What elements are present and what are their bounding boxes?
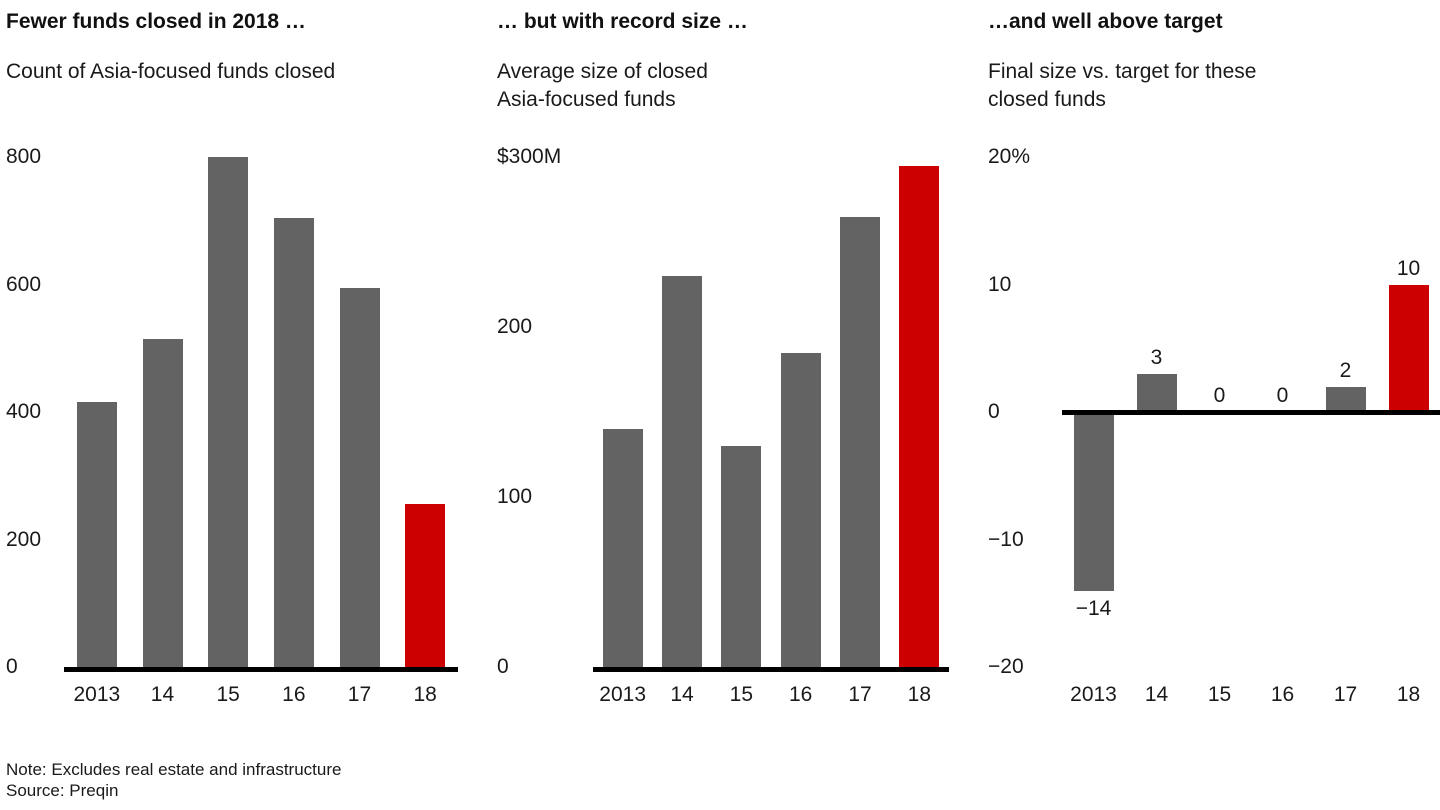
y-tick-label: 600	[6, 272, 42, 296]
y-tick-label: 800	[6, 145, 42, 168]
bar-17	[1325, 386, 1366, 412]
y-tick-label: 100	[497, 485, 533, 508]
x-tick-label: 16	[282, 683, 306, 706]
bar-value-label: 0	[1213, 384, 1226, 407]
x-tick-label: 18	[907, 683, 931, 706]
y-tick-label: 200	[497, 315, 533, 338]
bar-value-label: 10	[1396, 256, 1421, 280]
y-tick-label: 0	[6, 655, 18, 678]
bar-2013	[76, 402, 117, 667]
bar-value-label: −14	[1075, 596, 1112, 620]
y-tick-label: 20%	[988, 145, 1031, 168]
x-tick-label: 16	[1270, 683, 1295, 706]
x-tick-label: 15	[1207, 683, 1232, 706]
bar-16	[780, 352, 821, 667]
zero-axis-line	[1062, 410, 1440, 415]
x-tick-label: 14	[1144, 683, 1169, 706]
x-tick-label: 15	[729, 683, 753, 706]
bar-2013	[602, 429, 643, 667]
bar-18	[899, 165, 940, 667]
footnote: Note: Excludes real estate and infrastru…	[6, 759, 1440, 801]
bar-15	[721, 446, 762, 667]
note-text: Note: Excludes real estate and infrastru…	[6, 760, 342, 779]
x-tick-label: 14	[150, 683, 175, 706]
x-axis-line	[64, 667, 458, 672]
y-tick-label: 200	[6, 527, 42, 551]
y-tick-label: 400	[6, 400, 42, 423]
chart-plot-area: 0 200 400 600 800 2013 14 15 16 17 18	[6, 122, 458, 717]
bar-16	[273, 217, 314, 667]
x-tick-label: 18	[1396, 683, 1421, 706]
bar-18	[405, 504, 446, 667]
bar-17	[339, 287, 380, 667]
chart-subtitle: Final size vs. target for these closed f…	[988, 60, 1257, 111]
x-tick-label: 17	[1333, 683, 1358, 706]
bar-18	[1388, 284, 1429, 412]
chart-panel-fund-count: Fewer funds closed in 2018 … Count of As…	[6, 8, 458, 717]
chart-subtitle: Count of Asia-focused funds closed	[6, 60, 336, 83]
y-tick-label: 0	[497, 655, 509, 678]
x-tick-label: 15	[216, 683, 240, 706]
source-text: Source: Preqin	[6, 781, 119, 800]
chart-title: …and well above target	[988, 10, 1223, 33]
bar-value-label: 3	[1150, 345, 1163, 369]
y-tick-label: −20	[988, 655, 1024, 678]
x-tick-label: 2013	[73, 683, 121, 706]
chart-plot-area: −20 −10 0 10 20% −14 2013 3 14 0 15 0 16 2 17 10 18	[988, 122, 1440, 717]
bar-14	[1136, 373, 1177, 412]
chart-subtitle: Average size of closed Asia-focused fund…	[497, 60, 708, 111]
bar-2013	[1073, 412, 1114, 591]
x-tick-label: 2013	[599, 683, 647, 706]
x-tick-label: 17	[848, 683, 872, 706]
x-tick-label: 2013	[1070, 683, 1117, 706]
y-tick-label: 0	[988, 400, 1000, 423]
bar-value-label: 0	[1276, 384, 1289, 407]
y-tick-label: −10	[988, 527, 1024, 551]
bar-15	[208, 157, 249, 667]
chart-panel-vs-target: …and well above target Final size vs. ta…	[988, 8, 1440, 717]
chart-panel-average-size: … but with record size … Average size of…	[497, 8, 949, 717]
x-tick-label: 17	[347, 683, 372, 706]
chart-title: Fewer funds closed in 2018 …	[6, 10, 306, 33]
charts-row: Fewer funds closed in 2018 … Count of As…	[6, 8, 1440, 717]
chart-title: … but with record size …	[497, 10, 748, 33]
y-tick-label: 10	[988, 272, 1012, 296]
bar-17	[840, 216, 880, 667]
bar-value-label: 2	[1339, 358, 1352, 382]
bar-14	[142, 338, 183, 667]
y-tick-label: $300M	[497, 145, 562, 168]
chart-plot-area: 0 100 200 $300M 2013 14 15 16 17 18	[497, 122, 949, 717]
x-axis-line	[593, 667, 949, 672]
bar-14	[662, 276, 702, 667]
x-tick-label: 16	[788, 683, 813, 706]
x-tick-label: 18	[413, 683, 437, 706]
x-tick-label: 14	[670, 683, 694, 706]
